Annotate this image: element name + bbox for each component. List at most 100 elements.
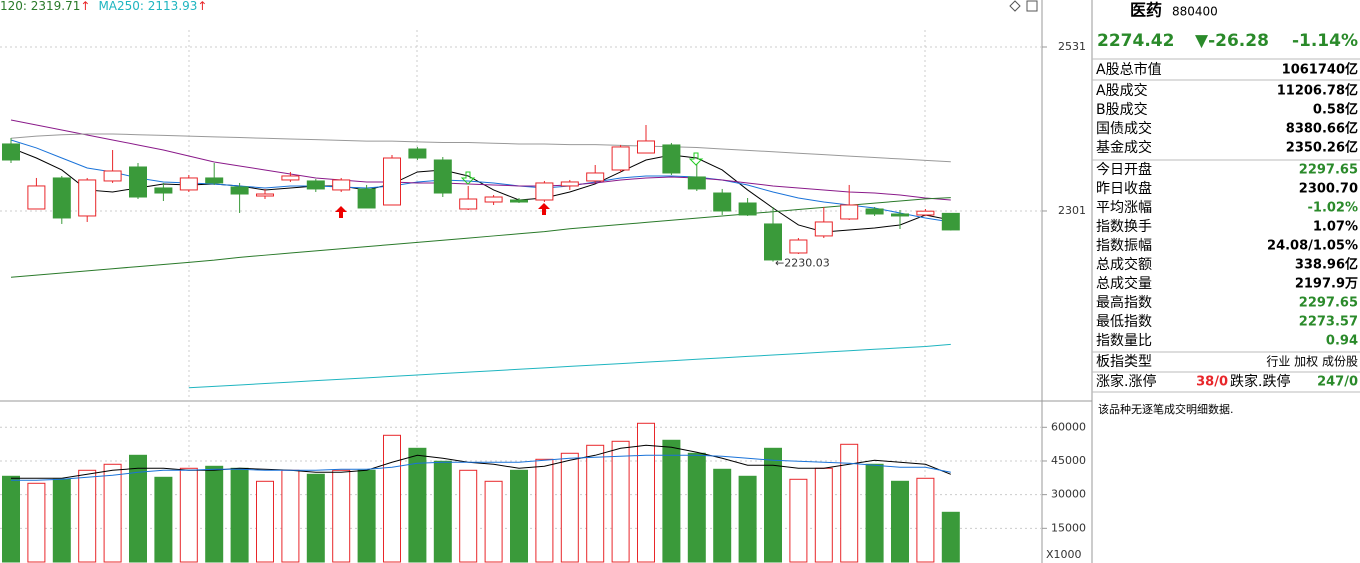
row-value: 8380.66亿 <box>1286 121 1358 137</box>
row-label: 指数量比 <box>1096 333 1152 349</box>
candle-body <box>256 193 274 197</box>
volume-bar <box>510 469 528 563</box>
pct: -1.14% <box>1292 31 1358 51</box>
ma-line <box>188 343 951 389</box>
candle-body <box>306 180 325 190</box>
y-tick-label: 45000 <box>1051 454 1086 467</box>
candle-body <box>611 146 630 171</box>
row-value: 2350.26亿 <box>1286 140 1358 156</box>
candle-body <box>865 208 884 215</box>
volume-bar <box>611 440 630 563</box>
y-tick-label: 60000 <box>1051 420 1086 433</box>
unit-label: X1000 <box>1046 548 1082 561</box>
ma-line <box>10 139 951 223</box>
icon[interactable] <box>1009 0 1021 12</box>
volume-bar <box>103 463 122 563</box>
row-label: 指数换手 <box>1096 218 1152 235</box>
y-tick-label: 2301 <box>1058 204 1086 217</box>
candle-body <box>484 196 503 203</box>
legend-entry: 120: 2319.71 <box>0 0 80 13</box>
candle-body <box>687 176 706 190</box>
volume-bar <box>256 480 274 563</box>
candle-body <box>535 182 554 201</box>
row-value: 2197.9万 <box>1295 277 1358 292</box>
volume-bar <box>357 469 376 563</box>
candle-body <box>179 177 198 191</box>
row-label: 涨家.涨停 <box>1096 373 1156 390</box>
v-grid <box>188 30 926 563</box>
y-tick-label: 2531 <box>1058 40 1086 53</box>
row-value: 11206.78亿 <box>1277 83 1358 99</box>
volume-bar <box>713 468 732 563</box>
volume-bar <box>586 444 605 563</box>
candle-body <box>332 179 351 191</box>
volume-bar <box>484 480 503 563</box>
volume-bar <box>789 478 808 563</box>
row-value: 24.08/1.05% <box>1267 239 1358 254</box>
row-value: 1.07% <box>1313 220 1358 235</box>
volume-bar <box>332 469 351 563</box>
row-value: -1.02% <box>1308 201 1359 216</box>
volume-bar <box>941 511 960 563</box>
volume-bar <box>738 475 757 563</box>
price: 2274.42 <box>1097 31 1174 51</box>
ma-line <box>10 119 951 201</box>
candle-body <box>560 181 579 187</box>
ma-line <box>10 133 951 163</box>
row-value: 2297.65 <box>1299 296 1358 311</box>
row-label: 跌家.跌停 <box>1230 373 1290 390</box>
candle-body <box>154 187 173 194</box>
volume-bar <box>891 480 909 563</box>
row-label: 昨日收盘 <box>1096 180 1152 197</box>
volume-bar <box>408 447 427 563</box>
legend-entry: MA250: 2113.93 <box>98 0 197 13</box>
ma-legend: 120: 2319.71↑ MA250: 2113.93↑ <box>0 0 207 13</box>
row-value: 2300.70 <box>1299 182 1358 197</box>
low-annotation: ←2230.03 <box>775 257 830 270</box>
volume-bar <box>2 475 20 563</box>
quote-panel: 医药 880400 2274.42 ▼-26.28 -1.14% 板指类型 行业… <box>1092 1 1360 416</box>
row-value[interactable]: 行业 加权 成份股 <box>1266 355 1358 369</box>
row-label: B股成交 <box>1096 101 1148 118</box>
candle-body <box>281 175 300 181</box>
candle-body <box>459 198 478 210</box>
ma-line <box>10 197 951 278</box>
row-label: 指数振幅 <box>1096 238 1152 254</box>
candle-body <box>103 170 122 182</box>
row-value: 0.58亿 <box>1313 102 1358 118</box>
change: ▼-26.28 <box>1195 31 1269 51</box>
row-label: 板指类型 <box>1096 354 1152 370</box>
note: 该品种无逐笔成交明细数据. <box>1098 402 1234 416</box>
candle-body <box>230 186 249 195</box>
candle-body <box>713 192 732 212</box>
candle-body <box>205 177 224 184</box>
candle-body <box>586 172 605 182</box>
row-label: A股成交 <box>1096 82 1148 99</box>
row-label: 最低指数 <box>1096 314 1152 330</box>
volume-bar <box>459 469 478 563</box>
ma-line <box>10 147 951 233</box>
volume-bar <box>205 465 224 563</box>
stock-name: 医药 <box>1130 1 1162 20</box>
y-tick-label: 30000 <box>1051 488 1086 501</box>
candle-body <box>840 204 859 220</box>
candle-body <box>52 177 71 219</box>
candle-body <box>27 185 46 210</box>
icon[interactable] <box>1026 0 1038 12</box>
volume-bar <box>433 460 452 563</box>
candle-body <box>662 144 681 174</box>
volume-bar <box>535 458 554 563</box>
row-value: 0.94 <box>1326 334 1358 349</box>
volume-bar <box>383 434 401 563</box>
candle-body <box>789 239 808 254</box>
row-label: A股总市值 <box>1096 61 1162 78</box>
stock-code: 880400 <box>1172 5 1218 19</box>
candle-body <box>357 188 376 209</box>
candle-body <box>764 223 782 261</box>
row-label: 平均涨幅 <box>1096 200 1152 216</box>
row-label: 今日开盘 <box>1096 161 1152 178</box>
volume-bar <box>78 469 97 563</box>
row-value: 247/0 <box>1317 375 1358 390</box>
candle-body <box>129 166 147 198</box>
